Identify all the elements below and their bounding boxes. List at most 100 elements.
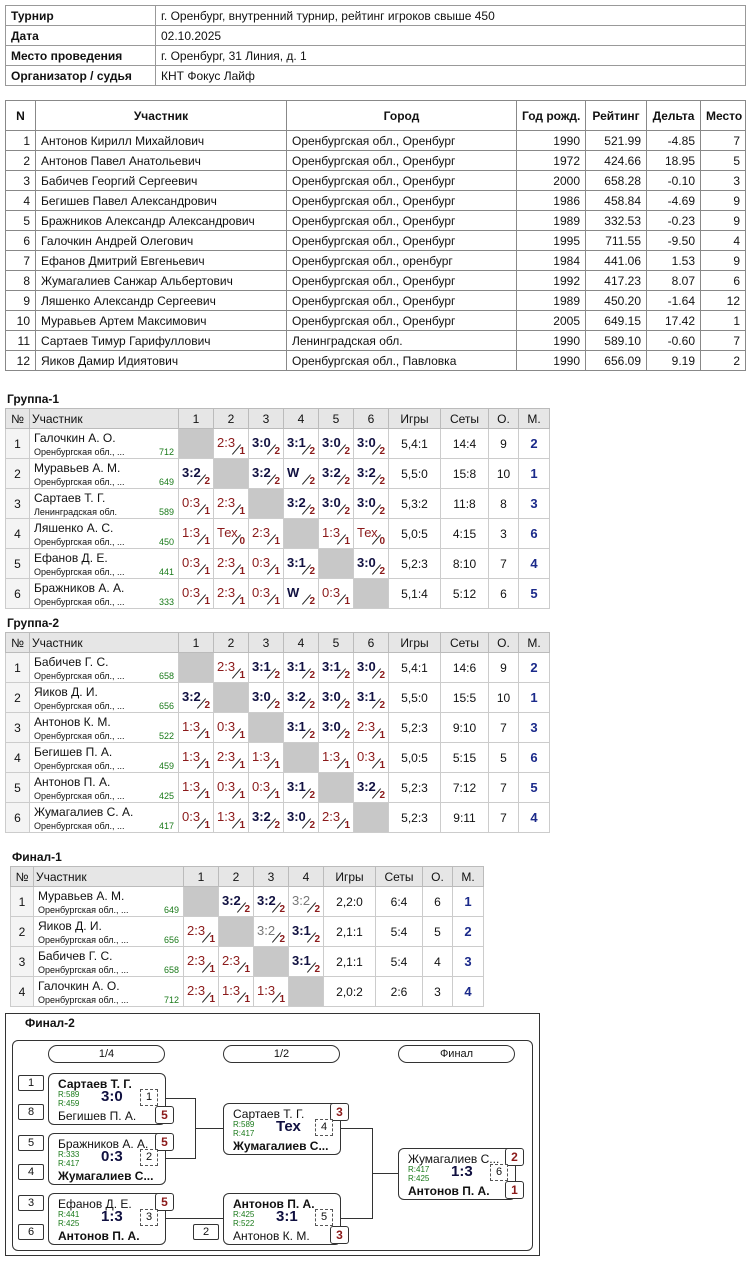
player-rating: R:589: [233, 1120, 255, 1129]
score-sub: 2: [309, 476, 315, 487]
place: 2: [452, 916, 484, 947]
match-box: 3:1 Антонов П. А. R:425 Антонов К. М. R:522: [223, 1193, 341, 1245]
participant-cell: 7: [700, 130, 746, 151]
group-row: 4 Галочкин А. О. Оренбургская обл., ... 712…: [10, 976, 484, 1007]
score-cell: 1:3 1: [178, 772, 214, 803]
score-sub: 2: [344, 476, 350, 487]
score-cell: 2:3 1: [213, 578, 249, 609]
participant-cell: 2: [5, 150, 36, 171]
score-sub: 1: [204, 760, 210, 771]
score: 3:0: [322, 495, 341, 510]
sets: 7:12: [440, 772, 489, 803]
row-number: 5: [5, 772, 30, 803]
player-rating: 522: [158, 731, 174, 741]
column-header: 4: [283, 408, 319, 429]
score-sub: 2: [314, 964, 320, 975]
participant-cell: Оренбургская обл., оренбург: [286, 250, 517, 271]
participant-cell: 649.15: [585, 310, 647, 331]
match-number: 2: [140, 1149, 158, 1166]
match-box: Тех Сартаев Т. Г. R:589 Жумагалиев С... R:41…: [223, 1103, 341, 1155]
row-number: 6: [5, 802, 30, 833]
score-cell: 1:3 1: [178, 712, 214, 743]
participant-cell: Сартаев Тимур Гарифуллович: [35, 330, 287, 351]
sets: 9:10: [440, 712, 489, 743]
column-header: 2: [213, 408, 249, 429]
player-cell: Антонов П. А. Оренбургская обл., ... 425: [29, 772, 179, 803]
points: 7: [488, 548, 519, 579]
participant-cell: Ленинградская обл.: [286, 330, 517, 351]
place: 3: [518, 488, 550, 519]
group-row: 1 Бабичев Г. С. Оренбургская обл., ... 658 2…: [5, 652, 550, 683]
participant-cell: 424.66: [585, 150, 647, 171]
score-cell: 1:3 1: [178, 518, 214, 549]
column-header: М.: [518, 632, 550, 653]
games: 5,2:3: [388, 802, 441, 833]
player-rating: 459: [158, 761, 174, 771]
participant-cell: Оренбургская обл., Оренбург: [286, 210, 517, 231]
row-number: 3: [10, 946, 34, 977]
score-sub: 1: [379, 760, 385, 771]
participant-row: 3 Бабичев Георгий Сергеевич Оренбургская о…: [5, 170, 746, 191]
score-sub: 2: [379, 506, 385, 517]
group-row: 1 Галочкин А. О. Оренбургская обл., ... 712…: [5, 428, 550, 459]
participant-cell: 1984: [516, 250, 586, 271]
info-row: Организатор / судья КНТ Фокус Лайф: [5, 65, 746, 86]
sets: 9:11: [440, 802, 489, 833]
row-number: 1: [10, 886, 34, 917]
score-sub: 2: [204, 700, 210, 711]
player-name: Антонов П. А.: [408, 1184, 490, 1198]
score: 3:2: [252, 809, 271, 824]
player-cell: Бабичев Г. С. Оренбургская обл., ... 658: [33, 946, 184, 977]
score: 3:1: [287, 659, 306, 674]
score-cell: 3:2 2: [283, 488, 319, 519]
score: 0:3: [357, 749, 376, 764]
info-table: Турнир г. Оренбург, внутренний турнир, ре…: [5, 5, 746, 86]
player-cell: Жумагалиев С. А. Оренбургская обл., ... 41…: [29, 802, 179, 833]
row-number: 2: [5, 682, 30, 713]
column-header: 6: [353, 408, 389, 429]
participant-row: 7 Ефанов Дмитрий Евгеньевич Оренбургская о…: [5, 250, 746, 271]
player-cell: Бегишев П. А. Оренбургская обл., ... 459: [29, 742, 179, 773]
blank-cell: [248, 488, 284, 519]
connector: [340, 1128, 372, 1129]
player-city: Оренбургская обл., ...: [38, 965, 129, 975]
seed: 5: [18, 1135, 44, 1151]
score-sub: 2: [309, 790, 315, 801]
participant-cell: 6: [5, 230, 36, 251]
score: 3:2: [292, 893, 311, 908]
participant-cell: 9: [700, 250, 746, 271]
points: 3: [488, 518, 519, 549]
sets: 6:4: [375, 886, 423, 917]
score-cell: 3:2 2: [318, 458, 354, 489]
score: 3:2: [252, 465, 271, 480]
blank-cell: [318, 772, 354, 803]
player-name: Бабичев Г. С.: [34, 655, 109, 669]
participant-cell: 7: [5, 250, 36, 271]
group-title: Финал-1: [12, 850, 62, 864]
participant-cell: 1992: [516, 270, 586, 291]
frame: [5, 1013, 540, 1256]
participant-cell: Антонов Павел Анатольевич: [35, 150, 287, 171]
participant-cell: Оренбургская обл., Оренбург: [286, 230, 517, 251]
score-sub: 1: [274, 760, 280, 771]
player-name: Антонов П. А.: [34, 775, 111, 789]
group-row: 2 Яиков Д. И. Оренбургская обл., ... 656 2:3…: [10, 916, 484, 947]
group-row: 5 Антонов П. А. Оренбургская обл., ... 425 1…: [5, 772, 550, 803]
score-sub: 2: [279, 904, 285, 915]
score: W: [287, 465, 300, 480]
score-sub: 1: [239, 730, 245, 741]
participant-cell: Оренбургская обл., Оренбург: [286, 270, 517, 291]
player-name: Антонов К. М.: [233, 1229, 310, 1243]
points: 6: [422, 886, 453, 917]
column-header: N: [5, 100, 36, 131]
participant-cell: 10: [5, 310, 36, 331]
info-row: Турнир г. Оренбург, внутренний турнир, ре…: [5, 5, 746, 26]
score-cell: 2:3 1: [318, 802, 354, 833]
header-row: № Участник 1 2 3 4 Игры Сеты О. М.: [10, 866, 484, 887]
player-rating: R:417: [58, 1159, 80, 1168]
score-cell: 3:0 2: [248, 682, 284, 713]
place: 3: [518, 712, 550, 743]
score-sub: 2: [309, 700, 315, 711]
sets: 15:8: [440, 458, 489, 489]
info-value: КНТ Фокус Лайф: [155, 65, 746, 86]
